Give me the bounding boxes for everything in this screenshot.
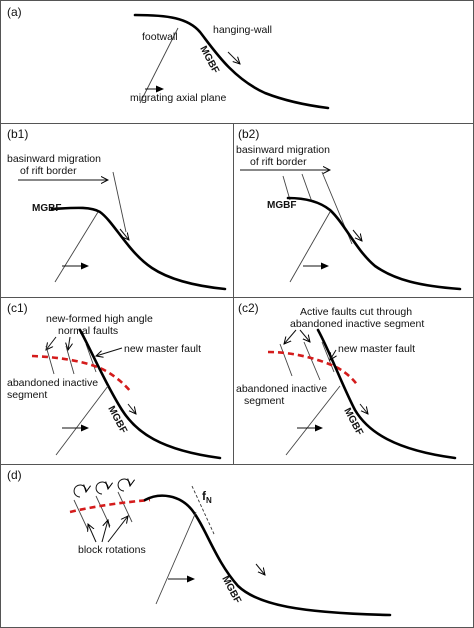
mgbf-label: MGBF bbox=[341, 406, 365, 437]
axial-plane-line bbox=[289, 211, 331, 283]
mgbf-label: MGBF bbox=[197, 44, 221, 75]
panel-d: (d) block rotations fN MGBF bbox=[7, 468, 392, 617]
slip-arrow bbox=[359, 403, 368, 414]
mgbf-label: MGBF bbox=[219, 574, 243, 605]
mgbf-label: MGBF bbox=[32, 203, 61, 214]
pointer-arrow-1 bbox=[46, 336, 57, 350]
abandoned-segment-line bbox=[267, 350, 360, 387]
active-fault-1 bbox=[279, 343, 293, 377]
new-fault-line bbox=[112, 171, 127, 233]
panel-b2: (b2) basinward migration of rift border … bbox=[236, 127, 462, 291]
slip-arrow bbox=[352, 229, 362, 241]
slip-arrow bbox=[127, 403, 136, 414]
migration-label-line2: of rift border bbox=[20, 165, 77, 177]
abandoned-label-line2: segment bbox=[7, 389, 47, 401]
abandoned-label-line2: segment bbox=[244, 395, 284, 407]
new-master-fault-line bbox=[78, 328, 222, 460]
pointer-arrow-2 bbox=[68, 336, 70, 350]
axial-plane-line bbox=[285, 385, 341, 456]
panel-b1: (b1) basinward migration of rift border … bbox=[7, 127, 227, 291]
panel-a: (a) footwall hanging-wall MGBF migrating… bbox=[7, 5, 330, 110]
migration-label-line2: of rift border bbox=[250, 156, 307, 168]
panel-c2: (c2) Active faults cut through abandoned… bbox=[236, 301, 457, 460]
fn-main: f bbox=[202, 489, 207, 503]
mgbf-fault-line bbox=[286, 196, 462, 291]
mgbf-fault-line bbox=[143, 494, 392, 617]
mgbf-label: MGBF bbox=[267, 200, 296, 211]
panel-c1-label: (c1) bbox=[7, 301, 28, 315]
active-faults-label-line2: abandoned inactive segment bbox=[290, 318, 424, 330]
pointer-arrow-2 bbox=[299, 329, 310, 342]
mgbf-fault-line bbox=[133, 13, 330, 110]
pointer-arrow-2 bbox=[101, 520, 108, 543]
new-fault-1 bbox=[45, 345, 55, 375]
master-fault-arrow bbox=[96, 347, 123, 356]
abandoned-label-line1: abandoned inactive bbox=[236, 383, 327, 395]
active-faults-label-line1: Active faults cut through bbox=[300, 306, 412, 318]
new-faults-label-line2: normal faults bbox=[58, 325, 118, 337]
slip-arrow bbox=[119, 228, 129, 240]
footwall-label: footwall bbox=[142, 31, 178, 43]
mgbf-fault-line bbox=[50, 206, 227, 291]
fn-dashed-line bbox=[191, 485, 215, 535]
abandoned-segment-line bbox=[31, 354, 132, 393]
new-master-fault-label: new master fault bbox=[124, 343, 201, 355]
panel-a-frame bbox=[0, 0, 474, 124]
pointer-arrow-1 bbox=[284, 329, 297, 344]
mgbf-label: MGBF bbox=[105, 404, 129, 435]
slip-arrow bbox=[255, 563, 265, 575]
pointer-arrow-3 bbox=[107, 516, 128, 543]
panel-d-label: (d) bbox=[7, 468, 22, 482]
master-fault-arrow bbox=[330, 349, 336, 360]
rotated-block-fault-3 bbox=[117, 491, 133, 523]
panel-c2-label: (c2) bbox=[238, 301, 259, 315]
pointer-arrow-1 bbox=[88, 524, 97, 543]
active-fault-3 bbox=[321, 341, 335, 373]
rotation-icon bbox=[117, 479, 130, 492]
axial-plane-line bbox=[54, 211, 99, 283]
axial-plane-line bbox=[139, 27, 179, 104]
hanging-wall-label: hanging-wall bbox=[213, 24, 272, 36]
abandoned-label-line1: abandoned inactive bbox=[7, 377, 98, 389]
panel-a-label: (a) bbox=[7, 5, 22, 19]
rotated-segment-line bbox=[69, 498, 151, 514]
panel-b2-label: (b2) bbox=[238, 127, 259, 141]
active-fault-2 bbox=[303, 341, 321, 381]
axial-plane-line bbox=[55, 385, 109, 456]
panel-b1-label: (b1) bbox=[7, 127, 28, 141]
rotated-block-fault-1 bbox=[73, 499, 89, 531]
new-fault-2 bbox=[65, 345, 75, 375]
rotation-icon bbox=[95, 482, 108, 495]
new-master-fault-label: new master fault bbox=[338, 343, 415, 355]
new-fault-3 bbox=[85, 343, 97, 373]
axial-plane-line bbox=[155, 511, 197, 605]
block-rotations-label: block rotations bbox=[78, 544, 146, 556]
migration-label-line1: basinward migration bbox=[236, 144, 330, 156]
rotation-icon bbox=[73, 485, 86, 498]
fault-segment-2 bbox=[301, 173, 313, 203]
panel-c1: (c1) new-formed high angle normal faults… bbox=[7, 301, 222, 460]
axial-plane-label: migrating axial plane bbox=[130, 92, 226, 104]
migration-label-line1: basinward migration bbox=[7, 153, 101, 165]
fault-segment-1 bbox=[282, 175, 291, 201]
fn-sub: N bbox=[206, 496, 212, 505]
slip-arrow bbox=[227, 51, 240, 64]
new-faults-label-line1: new-formed high angle bbox=[46, 313, 153, 325]
fn-label: fN bbox=[202, 489, 212, 505]
